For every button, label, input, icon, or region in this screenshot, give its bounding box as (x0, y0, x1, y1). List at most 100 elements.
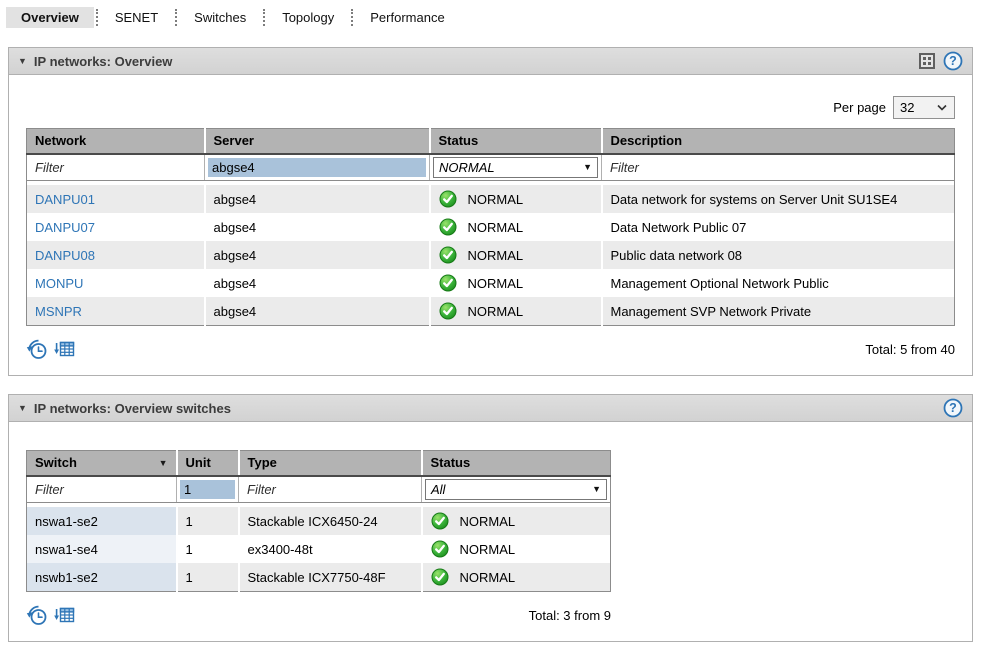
network-link[interactable]: DANPU01 (35, 191, 95, 207)
status-ok-icon (438, 302, 457, 320)
switch-cell: nswb1-se2 (26, 563, 178, 592)
help-icon[interactable] (943, 51, 963, 71)
filter-unit-input[interactable]: 1 (176, 475, 239, 503)
unit-cell: 1 (176, 563, 240, 592)
column-header-description[interactable]: Description (601, 128, 955, 155)
network-link[interactable]: MSNPR (35, 303, 82, 319)
refresh-history-icon[interactable] (26, 604, 48, 626)
status-label: NORMAL (459, 541, 516, 557)
network-link[interactable]: MONPU (35, 275, 84, 291)
table-footer: Total: 3 from 9 (26, 603, 611, 627)
panel-ip-networks-switches: ▼ IP networks: Overview switches Switch … (8, 394, 973, 642)
panel-title: IP networks: Overview (33, 53, 173, 69)
status-label: NORMAL (459, 569, 516, 585)
panel-header: ▼ IP networks: Overview switches (9, 395, 972, 422)
collapse-caret-icon[interactable]: ▼ (18, 56, 27, 66)
column-header-switch[interactable]: Switch ▼ (26, 450, 178, 477)
per-page-select[interactable]: 32 (893, 95, 955, 119)
type-cell: ex3400-48t (238, 535, 423, 563)
switches-table: Switch ▼ Unit Type Status Filter 1 Filte… (26, 450, 611, 592)
switches-table-header-row: Switch ▼ Unit Type Status (26, 450, 611, 477)
tab-separator (175, 8, 178, 26)
table-settings-icon[interactable] (918, 52, 936, 70)
tab-separator (351, 8, 354, 26)
tab-topology[interactable]: Topology (282, 9, 335, 25)
panel-header: ▼ IP networks: Overview (9, 48, 972, 75)
description-cell: Management SVP Network Private (601, 297, 955, 326)
export-table-icon[interactable] (53, 604, 75, 626)
status-label: NORMAL (467, 303, 524, 319)
table-row: nswa1-se4 1 ex3400-48t NORMAL (26, 535, 611, 563)
refresh-history-icon[interactable] (26, 338, 48, 360)
table-footer: Total: 5 from 40 (26, 337, 955, 361)
filter-placeholder: Filter (247, 481, 276, 497)
column-header-server[interactable]: Server (204, 128, 431, 155)
status-ok-icon (438, 218, 457, 236)
filter-status-value: NORMAL (439, 159, 495, 175)
status-ok-icon (430, 512, 449, 530)
per-page-row: Per page 32 (26, 95, 955, 119)
export-table-icon[interactable] (53, 338, 75, 360)
table-row: MSNPR abgse4 NORMAL Management SVP Netwo… (26, 297, 955, 326)
column-header-unit[interactable]: Unit (176, 450, 240, 477)
help-icon[interactable] (943, 398, 963, 418)
panel-body: Switch ▼ Unit Type Status Filter 1 Filte… (9, 450, 972, 641)
server-cell: abgse4 (204, 185, 431, 213)
status-ok-icon (438, 274, 457, 292)
collapse-caret-icon[interactable]: ▼ (18, 403, 27, 413)
column-header-status[interactable]: Status (421, 450, 611, 477)
type-cell: Stackable ICX6450-24 (238, 507, 423, 535)
per-page-label: Per page (833, 99, 886, 115)
switch-cell: nswa1-se4 (26, 535, 178, 563)
status-label: NORMAL (467, 247, 524, 263)
description-cell: Management Optional Network Public (601, 269, 955, 297)
column-header-status[interactable]: Status (429, 128, 603, 155)
tab-performance[interactable]: Performance (370, 9, 445, 25)
panel-body: Per page 32 Network Server Status Descri… (9, 95, 972, 375)
tab-separator (263, 8, 266, 26)
switch-cell: nswa1-se2 (26, 507, 178, 535)
dropdown-caret-icon: ▼ (583, 162, 592, 172)
filter-placeholder: Filter (35, 481, 64, 497)
column-header-label: Switch (35, 455, 77, 471)
table-row: DANPU08 abgse4 NORMAL Public data networ… (26, 241, 955, 269)
switches-filter-row: Filter 1 Filter All ▼ (26, 475, 611, 503)
filter-switch-input[interactable]: Filter (26, 475, 177, 503)
chevron-down-icon (937, 104, 947, 110)
panel-title: IP networks: Overview switches (33, 400, 231, 416)
status-label: NORMAL (467, 275, 524, 291)
filter-server-value: abgse4 (208, 157, 426, 177)
dropdown-caret-icon: ▼ (592, 484, 601, 494)
filter-network-input[interactable]: Filter (26, 153, 205, 181)
filter-description-input[interactable]: Filter (601, 153, 955, 181)
panel-ip-networks-overview: ▼ IP networks: Overview Per page 32 Netw… (8, 47, 973, 376)
filter-status-select[interactable]: All ▼ (421, 475, 611, 503)
column-header-type[interactable]: Type (238, 450, 423, 477)
status-ok-icon (438, 190, 457, 208)
description-cell: Data Network Public 07 (601, 213, 955, 241)
status-label: NORMAL (467, 219, 524, 235)
column-header-network[interactable]: Network (26, 128, 206, 155)
server-cell: abgse4 (204, 241, 431, 269)
total-count: Total: 5 from 40 (865, 341, 955, 357)
status-ok-icon (430, 540, 449, 558)
filter-status-value: All (431, 481, 446, 497)
description-cell: Public data network 08 (601, 241, 955, 269)
tab-senet[interactable]: SENET (114, 9, 159, 25)
tab-switches[interactable]: Switches (194, 9, 247, 25)
filter-placeholder: Filter (35, 159, 64, 175)
filter-server-input[interactable]: abgse4 (204, 153, 430, 181)
table-row: nswa1-se2 1 Stackable ICX6450-24 NORMAL (26, 507, 611, 535)
filter-status-select[interactable]: NORMAL ▼ (429, 153, 602, 181)
tab-overview[interactable]: Overview (6, 6, 94, 28)
tab-bar: Overview SENET Switches Topology Perform… (6, 5, 981, 29)
filter-type-input[interactable]: Filter (238, 475, 422, 503)
type-cell: Stackable ICX7750-48F (238, 563, 423, 592)
filter-unit-value: 1 (180, 479, 235, 499)
network-link[interactable]: DANPU08 (35, 247, 95, 263)
status-label: NORMAL (459, 513, 516, 529)
server-cell: abgse4 (204, 269, 431, 297)
per-page-value: 32 (900, 99, 915, 115)
network-link[interactable]: DANPU07 (35, 219, 95, 235)
sort-descending-icon: ▼ (158, 457, 168, 468)
